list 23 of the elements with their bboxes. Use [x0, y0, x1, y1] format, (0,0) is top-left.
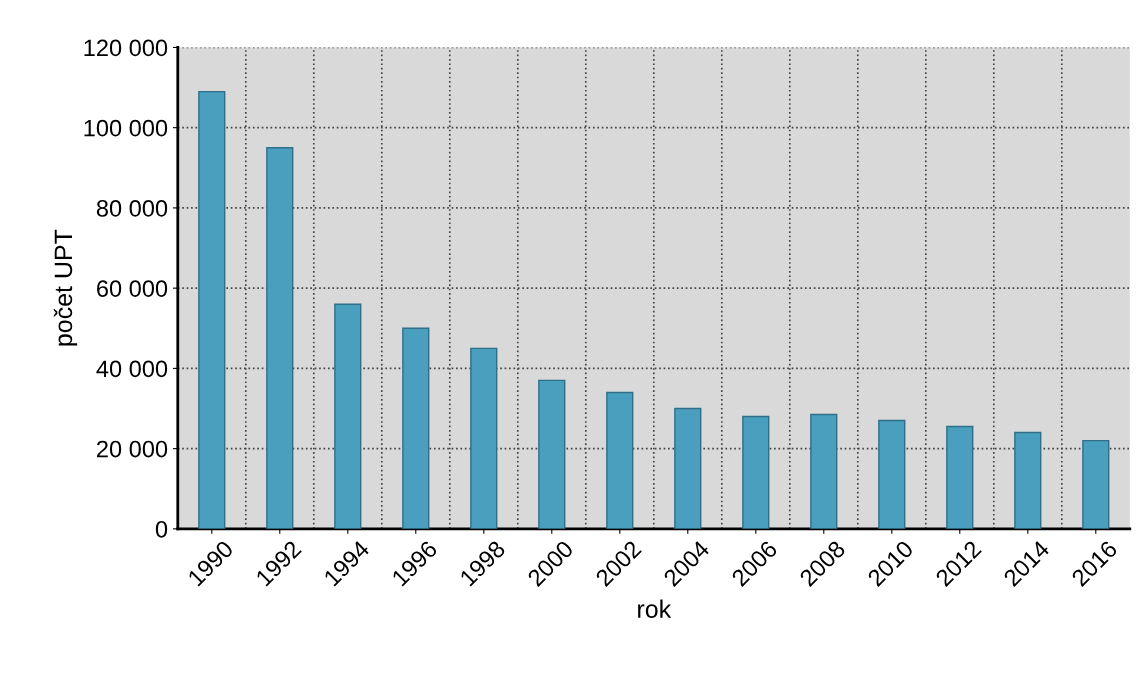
bar: [470, 347, 498, 529]
bar: [334, 303, 362, 529]
bar: [1014, 431, 1042, 529]
bar: [606, 391, 634, 529]
y-tick-label: 80 000: [96, 199, 168, 217]
bar: [810, 413, 838, 529]
bar: [1082, 439, 1110, 529]
y-axis-title: počet UPT: [53, 229, 78, 346]
x-axis-title: rok: [638, 599, 672, 618]
bar: [674, 407, 702, 529]
bar: [538, 379, 566, 529]
bar: [402, 327, 430, 529]
bar: [266, 147, 294, 529]
bar: [946, 425, 974, 529]
bar: [198, 90, 226, 529]
y-tick-label: 0: [155, 520, 168, 538]
bar: [878, 419, 906, 529]
y-tick-label: 120 000: [84, 39, 168, 57]
y-tick-label: 40 000: [96, 360, 168, 378]
y-tick-label: 60 000: [97, 280, 168, 297]
y-tick-label: 100 000: [84, 119, 168, 137]
y-tick-label: 20 000: [97, 440, 168, 458]
bar: [742, 415, 770, 529]
